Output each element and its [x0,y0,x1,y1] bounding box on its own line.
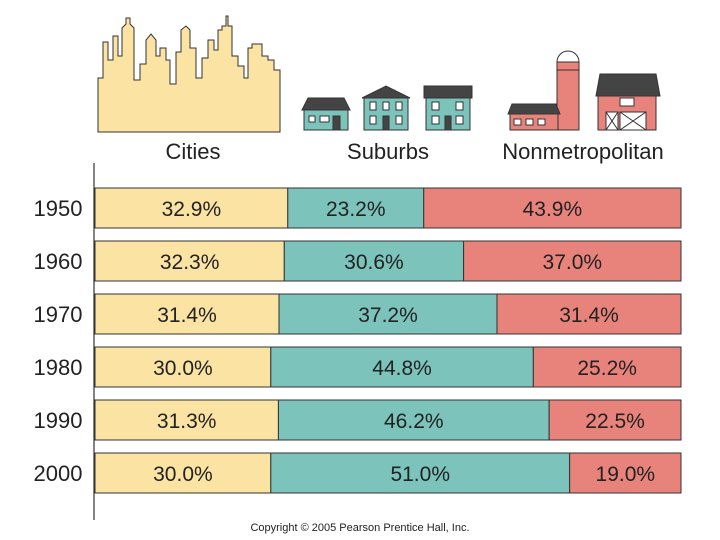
value-label-suburbs-1950: 23.2% [326,198,386,221]
copyright-text: Copyright © 2005 Pearson Prentice Hall, … [250,522,470,534]
bar-segment-nonmetropolitan-1990 [548,399,682,441]
value-label-suburbs-2000: 51.0% [390,463,450,486]
bar-segment-cities-1970 [94,293,280,335]
value-label-cities-2000: 30.0% [153,463,213,486]
bar-segment-suburbs-1990 [277,399,550,441]
legend-cities: Cities [165,139,220,164]
value-label-cities-1980: 30.0% [153,357,213,380]
year-label-2000: 2000 [34,461,83,486]
bar-segment-nonmetropolitan-1980 [532,346,682,388]
year-label-1970: 1970 [34,302,83,327]
bar-segment-suburbs-1960 [283,240,465,282]
value-label-nonmetropolitan-1980: 25.2% [577,357,637,380]
value-label-suburbs-1980: 44.8% [372,357,432,380]
bar-segment-nonmetropolitan-1970 [496,293,682,335]
bar-segment-nonmetropolitan-1950 [423,187,682,229]
legend-nonmetropolitan: Nonmetropolitan [502,139,663,164]
suburban-houses-icon [301,85,473,131]
value-label-suburbs-1970: 37.2% [358,304,418,327]
value-label-cities-1960: 32.3% [160,251,220,274]
bar-segment-cities-2000 [94,452,272,494]
value-label-suburbs-1960: 30.6% [344,251,404,274]
value-label-nonmetropolitan-2000: 19.0% [596,463,656,486]
value-label-nonmetropolitan-1990: 22.5% [585,410,645,433]
bar-segment-cities-1950 [94,187,289,229]
farm-icon [507,50,661,131]
value-label-cities-1950: 32.9% [162,198,222,221]
legend-suburbs: Suburbs [347,139,429,164]
year-label-1960: 1960 [34,249,83,274]
value-label-nonmetropolitan-1950: 43.9% [523,198,583,221]
bars-group: 1950 32.9% 23.2% 43.9% 1960 32.3% 30.6% 37.0% 19… [34,187,682,494]
bar-segment-cities-1990 [94,399,279,441]
bar-segment-suburbs-2000 [270,452,571,494]
value-label-suburbs-1990: 46.2% [384,410,444,433]
value-label-nonmetropolitan-1960: 37.0% [543,251,603,274]
year-label-1990: 1990 [34,408,83,433]
bar-segment-suburbs-1980 [270,346,534,388]
year-label-1950: 1950 [34,196,83,221]
bar-segment-nonmetropolitan-1960 [463,240,682,282]
value-label-cities-1990: 31.3% [157,410,217,433]
bar-segment-cities-1980 [94,346,272,388]
bar-segment-nonmetropolitan-2000 [569,452,682,494]
year-label-1980: 1980 [34,355,83,380]
value-label-cities-1970: 31.4% [157,304,217,327]
value-label-nonmetropolitan-1970: 31.4% [559,304,619,327]
city-skyline-icon [97,15,281,133]
